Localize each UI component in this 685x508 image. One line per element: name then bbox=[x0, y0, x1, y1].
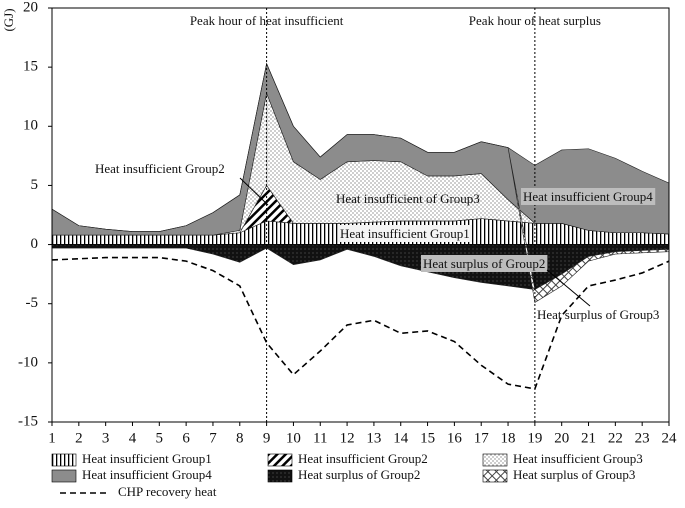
x-tick-label: 5 bbox=[156, 430, 164, 446]
legend-swatch bbox=[267, 453, 293, 467]
legend-swatch bbox=[51, 469, 77, 483]
y-tick-label: 5 bbox=[31, 177, 39, 193]
x-tick-label: 13 bbox=[366, 430, 381, 446]
y-tick-label: -15 bbox=[18, 413, 38, 429]
legend-label: Heat insufficient Group3 bbox=[513, 451, 643, 466]
legend-label: Heat insufficient Group4 bbox=[82, 467, 212, 482]
legend-swatch bbox=[482, 453, 508, 467]
x-tick-label: 16 bbox=[447, 430, 463, 446]
annotation: Heat insufficient Group2 bbox=[95, 161, 225, 176]
line bbox=[51, 256, 670, 390]
annotation: Heat insufficient Group4 bbox=[523, 189, 653, 204]
peak-label: Peak hour of heat surplus bbox=[469, 13, 601, 28]
legend-swatch bbox=[267, 469, 293, 483]
x-tick-label: 18 bbox=[501, 430, 516, 446]
legend-label: Heat insufficient Group1 bbox=[82, 451, 212, 466]
annotation: Heat surplus of Group3 bbox=[537, 307, 659, 322]
annotation: Heat surplus of Group2 bbox=[423, 256, 545, 271]
legend-label: Heat insufficient Group2 bbox=[298, 451, 428, 466]
arrow bbox=[546, 269, 591, 307]
y-tick-label: 15 bbox=[23, 59, 38, 75]
x-tick-label: 22 bbox=[608, 430, 623, 446]
arrow bbox=[239, 177, 269, 206]
x-tick-label: 10 bbox=[286, 430, 301, 446]
legend-swatch bbox=[482, 469, 508, 483]
legend-label: CHP recovery heat bbox=[118, 484, 217, 499]
x-tick-label: 15 bbox=[420, 430, 435, 446]
x-tick-label: 17 bbox=[474, 430, 490, 446]
plot-frame bbox=[51, 7, 670, 423]
x-tick-label: 2 bbox=[75, 430, 83, 446]
y-tick-label: 10 bbox=[23, 118, 38, 134]
x-tick-label: 8 bbox=[236, 430, 244, 446]
x-tick-label: 7 bbox=[209, 430, 217, 446]
x-tick-label: 23 bbox=[635, 430, 650, 446]
annotation-box bbox=[338, 224, 472, 242]
x-tick-label: 9 bbox=[263, 430, 271, 446]
x-tick-label: 24 bbox=[662, 430, 678, 446]
x-tick-label: 20 bbox=[554, 430, 569, 446]
annotation: Heat insufficient Group1 bbox=[340, 226, 470, 241]
y-tick-label: 20 bbox=[23, 0, 38, 15]
legend-swatch bbox=[51, 453, 77, 467]
y-tick-label: -10 bbox=[18, 354, 38, 370]
x-tick-label: 11 bbox=[313, 430, 327, 446]
legend-label: Heat surplus of Group3 bbox=[513, 467, 635, 482]
x-tick-label: 1 bbox=[48, 430, 56, 446]
y-axis-label: (GJ) bbox=[1, 8, 16, 31]
x-tick-label: 21 bbox=[581, 430, 596, 446]
annotation: Heat insufficient of Group3 bbox=[336, 191, 480, 206]
peak-label: Peak hour of heat insufficient bbox=[190, 13, 344, 28]
legend-label: Heat surplus of Group2 bbox=[298, 467, 420, 482]
x-tick-label: 19 bbox=[527, 430, 542, 446]
x-tick-label: 4 bbox=[129, 430, 137, 446]
annotation-box bbox=[521, 187, 656, 205]
y-tick-label: 0 bbox=[31, 236, 39, 252]
y-tick-label: -5 bbox=[26, 295, 39, 311]
x-tick-label: 12 bbox=[340, 430, 355, 446]
x-tick-label: 3 bbox=[102, 430, 110, 446]
x-tick-label: 6 bbox=[182, 430, 190, 446]
annotation-box bbox=[421, 254, 548, 272]
x-tick-label: 14 bbox=[393, 430, 409, 446]
